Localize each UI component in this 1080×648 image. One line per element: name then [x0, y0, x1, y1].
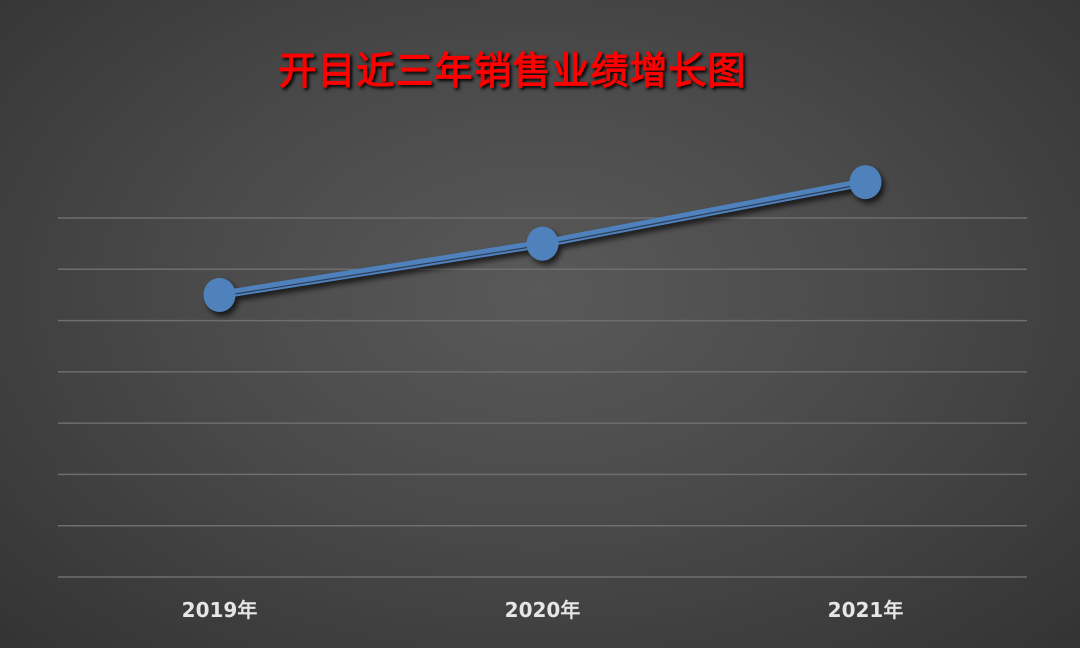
data-point	[849, 165, 882, 200]
x-tick-label: 2021年	[828, 598, 904, 622]
data-point	[526, 226, 559, 261]
chart-title: 开目近三年销售业绩增长图	[278, 49, 747, 93]
x-tick-label: 2020年	[505, 598, 581, 622]
x-tick-label: 2019年	[182, 598, 258, 622]
series-group	[203, 165, 882, 312]
data-point	[203, 277, 236, 312]
